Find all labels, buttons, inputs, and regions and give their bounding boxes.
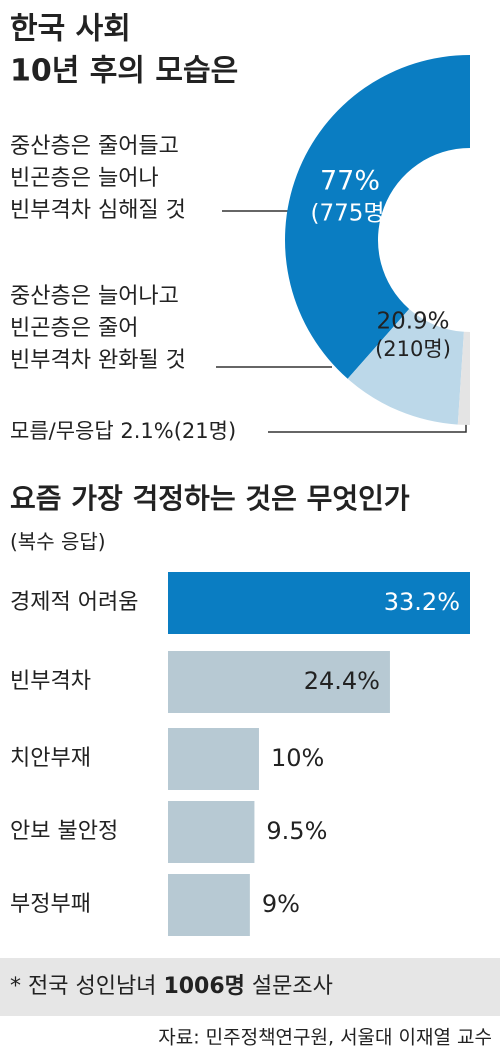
value-label: 10%: [271, 744, 324, 772]
category-label: 모름/무응답: [10, 419, 114, 443]
category-label: 빈부격차 완화될 것: [10, 348, 186, 373]
chart-title: 10년 후의 모습은: [10, 54, 238, 89]
bar: [168, 874, 250, 936]
value-label: 20.9%: [376, 309, 449, 335]
chart-title: 한국 사회: [10, 12, 131, 47]
note-box: [0, 958, 500, 1016]
bar: [168, 651, 390, 713]
value-label: 9.5%: [266, 817, 327, 845]
value-label: 2.1%: [120, 419, 173, 443]
note-text: 설문조사: [252, 974, 333, 999]
category-label: 빈곤층은 늘어나: [10, 166, 159, 191]
category-label: 빈부격차 심해질 것: [10, 198, 186, 223]
donut-segment: [285, 55, 470, 379]
category-label-row: 모름/무응답 2.1%(21명): [10, 419, 236, 443]
category-label: 중산층은 줄어들고: [10, 134, 179, 159]
category-label: 안보 불안정: [10, 819, 118, 844]
category-label: 경제적 어려움: [10, 590, 138, 615]
note-emphasis: 1006명: [163, 974, 244, 999]
bar: [168, 801, 255, 863]
count-label: (21명): [174, 419, 236, 443]
value-label: 9%: [262, 890, 300, 918]
bar: [168, 572, 470, 634]
note-text: * 전국 성인남녀: [10, 974, 156, 999]
category-label: 빈곤층은 줄어: [10, 316, 138, 341]
value-label: 33.2%: [384, 588, 460, 616]
category-label: 빈부격차: [10, 669, 91, 694]
donut-segment: [457, 331, 470, 425]
donut-segment: [347, 309, 464, 425]
source: 자료: 민주정책연구원, 서울대 이재열 교수: [158, 1027, 492, 1049]
chart-title: 요즘 가장 걱정하는 것은 무엇인가: [10, 482, 410, 515]
chart-subtitle: (복수 응답): [10, 530, 106, 554]
bar: [168, 728, 259, 790]
category-label: 부정부패: [10, 892, 91, 917]
value-label: 24.4%: [304, 667, 380, 695]
category-label: 치안부재: [10, 746, 91, 771]
note: * 전국 성인남녀 1006명 설문조사: [10, 974, 333, 999]
value-label: 77%: [320, 166, 380, 197]
category-label: 중산층은 늘어나고: [10, 284, 179, 309]
count-label: (775명): [310, 201, 393, 227]
count-label: (210명): [375, 337, 451, 361]
